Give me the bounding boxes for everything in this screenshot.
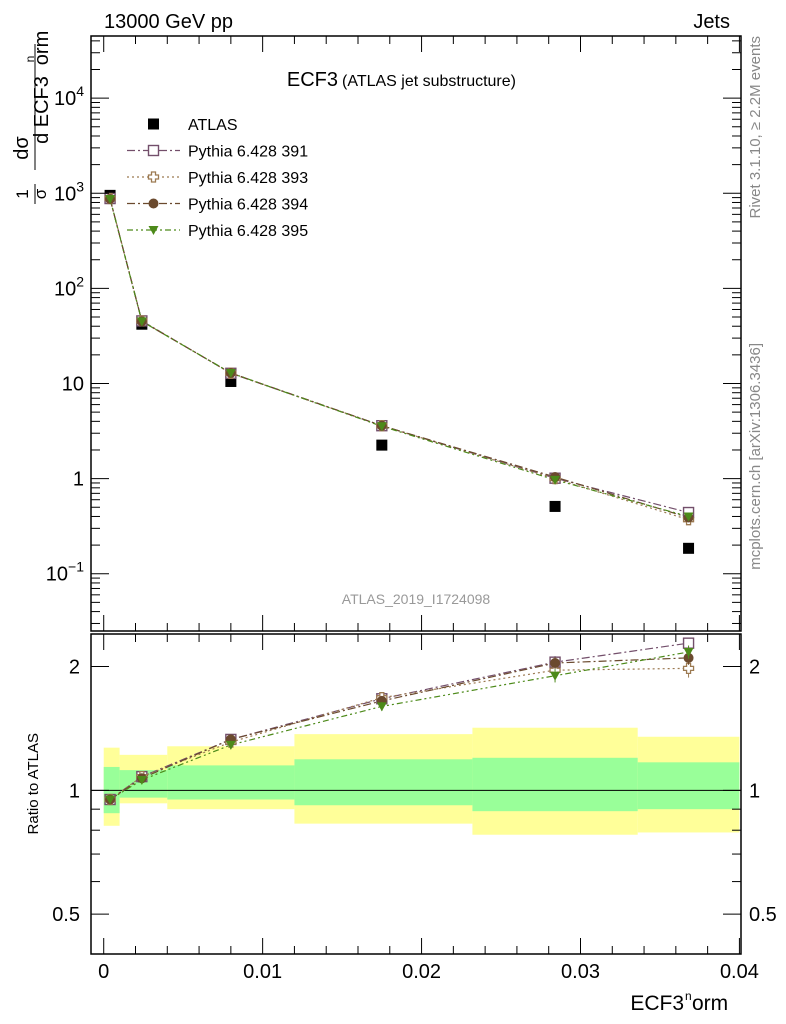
xlabel-rest: orm: [692, 992, 728, 1015]
ratio-band-inner: [167, 765, 295, 800]
y-tick-label: 10: [62, 373, 84, 395]
legend: ATLAS Pythia 6.428 391 Pythia 6.428 393 Pyt…: [127, 117, 308, 240]
ratio-ylabel: Ratio to ATLAS: [25, 733, 42, 834]
ratio-point-series-1: [682, 662, 695, 675]
y-tick-label: 103: [54, 178, 84, 205]
ratio-data-layer: [104, 637, 695, 806]
rivet-version-label: Rivet 3.1.10, ≥ 2.2M events: [747, 36, 764, 219]
legend-marker: [148, 226, 159, 235]
chart-title-main: ECF3: [287, 69, 338, 91]
main-ylabel-norm-sup: n: [23, 56, 37, 63]
data-point-series-4: [136, 317, 147, 327]
xlabel-main: ECF3: [630, 992, 684, 1015]
legend-label: Pythia 6.428 393: [188, 170, 308, 187]
data-point-series-0: [225, 375, 237, 387]
ratio-point-series-3: [550, 671, 561, 681]
ratio-band-inner: [637, 762, 740, 810]
legend-label: Pythia 6.428 391: [188, 144, 308, 161]
x-tick-label: 0.01: [243, 961, 282, 983]
legend-item: Pythia 6.428 393: [127, 170, 308, 187]
main-ylabel-frac1-den: σ: [31, 188, 50, 199]
main-data-layer: [104, 189, 695, 554]
legend-label: Pythia 6.428 394: [188, 197, 308, 214]
main-ylabel: 1 σ dσ d ECF3 n orm: [11, 31, 53, 204]
xlabel: ECF3 n orm: [630, 989, 728, 1015]
analysis-watermark: ATLAS_2019_I1724098: [342, 591, 491, 607]
series-line-2: [109, 198, 689, 521]
main-ylabel-norm-rest: orm: [31, 31, 53, 65]
ratio-y-tick-label-right: 0.5: [749, 904, 777, 926]
chart-title-sub: (ATLAS jet substructure): [342, 73, 516, 90]
ratio-panel: 0.5 0.5 1 1 2 2 0 0.01 0.02 0.03 0.04 Ratio to ATL…: [25, 633, 777, 1015]
data-point-series-4: [683, 512, 694, 522]
legend-item: Pythia 6.428 395: [127, 223, 308, 240]
x-tick-label: 0.02: [402, 961, 441, 983]
ratio-y-tick-label-right: 1: [749, 780, 760, 802]
ratio-y-tick-label: 2: [69, 657, 80, 679]
ratio-ticks: 0.5 0.5 1 1 2 2 0 0.01 0.02 0.03 0.04: [52, 634, 777, 983]
ratio-y-tick-label: 0.5: [52, 904, 80, 926]
legend-label: ATLAS: [188, 117, 238, 134]
header-right-label: Jets: [693, 11, 730, 33]
data-point-series-0: [549, 500, 561, 512]
data-point-series-0: [376, 439, 388, 451]
header-left-label: 13000 GeV pp: [104, 11, 233, 33]
y-tick-label: 1: [73, 469, 84, 491]
data-point-series-4: [105, 195, 116, 205]
ratio-y-tick-label: 1: [69, 780, 80, 802]
data-point-series-4: [376, 422, 387, 432]
main-panel: 10−1 1 10 102 103 104 ECF3 (ATLAS jet substru…: [11, 31, 742, 632]
series-line-1: [109, 198, 689, 514]
ratio-series-line-3: [109, 651, 689, 801]
ratio-band-inner: [294, 759, 473, 806]
ratio-frame: [90, 633, 742, 955]
ratio-bands-layer: [103, 727, 740, 835]
legend-item: Pythia 6.428 391: [127, 144, 308, 161]
ratio-band-inner: [472, 757, 638, 812]
legend-marker: [147, 171, 160, 183]
legend-marker: [147, 144, 160, 157]
main-frame: [90, 35, 742, 632]
legend-item: ATLAS: [148, 117, 238, 134]
x-tick-label: 0: [98, 961, 109, 983]
main-ticks: 10−1 1 10 102 103 104: [46, 36, 741, 631]
x-tick-label: 0.04: [720, 961, 759, 983]
ratio-y-tick-label-right: 2: [749, 657, 760, 679]
data-point-series-4: [550, 475, 561, 485]
legend-marker: [148, 198, 159, 209]
ratio-point-series-3: [683, 647, 694, 657]
data-point-series-4: [225, 368, 236, 378]
legend-label: Pythia 6.428 395: [188, 223, 308, 240]
ratio-point-series-3: [225, 740, 236, 750]
xlabel-sup: n: [685, 989, 692, 1003]
legend-marker: [148, 118, 159, 130]
ratio-series-line-2: [109, 657, 689, 801]
ratio-point-series-3: [136, 775, 147, 785]
series-line-3: [109, 198, 689, 519]
main-ylabel-frac2-num: dσ: [11, 136, 33, 160]
y-tick-label: 104: [54, 83, 84, 110]
ratio-point-series-3: [376, 702, 387, 712]
main-ylabel-frac1-num: 1: [13, 189, 32, 198]
y-tick-label: 102: [54, 273, 84, 300]
mcplots-label: mcplots.cern.ch [arXiv:1306.3436]: [747, 343, 764, 570]
ratio-point-series-3: [105, 795, 116, 805]
x-tick-label: 0.03: [561, 961, 600, 983]
data-point-series-0: [683, 542, 695, 554]
series-line-4: [109, 198, 689, 518]
y-tick-label: 10−1: [46, 559, 84, 586]
main-ylabel-frac2-den: d ECF3: [31, 76, 53, 144]
legend-item: Pythia 6.428 394: [127, 197, 308, 214]
ratio-point-series-2: [550, 658, 561, 669]
